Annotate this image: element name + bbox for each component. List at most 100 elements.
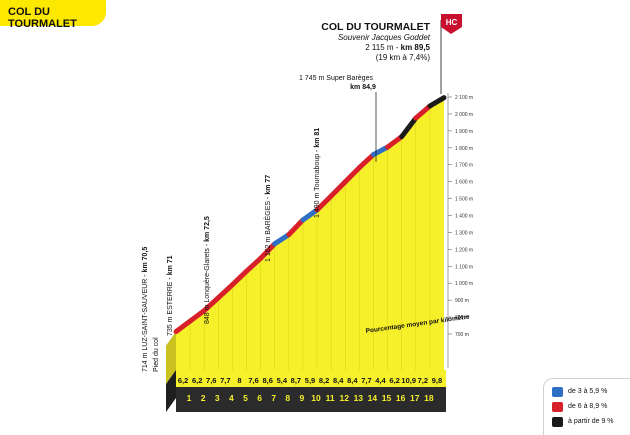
profile-segment: [314, 193, 334, 213]
gradient-value-label: 6,2: [178, 376, 188, 385]
elevation-tick-label: 1 600 m: [455, 180, 473, 186]
km-tick-label: 3: [215, 393, 220, 403]
km-tick-label: 16: [396, 393, 406, 403]
waypoint-luz-part: LUZ-SAINT-SAUVEUR -: [142, 272, 149, 350]
gradient-value-label: 8,4: [333, 376, 344, 385]
profile-segment: [413, 103, 433, 121]
elevation-tick-label: 1 100 m: [455, 264, 473, 270]
profile-segment: [229, 268, 250, 288]
km-tick-label: 11: [326, 393, 335, 403]
km-tick-label: 6: [257, 393, 262, 403]
summit-altitude-line: 2 115 m - km 89,5: [365, 43, 430, 52]
elevation-tick-label: 1 300 m: [455, 230, 473, 236]
legend-label: à partir de 9 %: [568, 418, 614, 425]
band-side: [166, 370, 176, 412]
gradient-value-label: 6,2: [389, 376, 399, 385]
km-tick-label: 9: [300, 393, 305, 403]
profile-segment: [300, 207, 320, 223]
gradient-value-label: 7,6: [206, 376, 216, 385]
gradient-value-label: 4,4: [375, 376, 386, 385]
km-tick-label: 2: [201, 393, 206, 403]
gradient-value-label: 7,7: [361, 376, 371, 385]
waypoint-esterre-part: ESTERRE -: [167, 275, 174, 314]
waypoint-tournaboup-part: 1 490 m: [314, 191, 321, 218]
profile-segment: [356, 152, 376, 171]
km-tick-label: 15: [382, 393, 392, 403]
gradient-value-label: 8,2: [319, 376, 329, 385]
waypoint-labels: 714 m LUZ-SAINT-SAUVEUR - km 70,5 Pied du…: [142, 75, 377, 372]
waypoint-lonquere-part: km 72,5: [204, 216, 211, 242]
summit-altitude: 2 115 m -: [365, 43, 400, 52]
waypoint-esterre-part: km 71: [167, 255, 174, 275]
km-row: [176, 387, 446, 412]
waypoint-luz-part: km 70,5: [142, 247, 149, 273]
gradient-value-label: 7,6: [248, 376, 258, 385]
profile-segment: [385, 134, 405, 150]
profile-segment: [328, 179, 348, 199]
profile-side: [166, 331, 176, 384]
waypoint-lonquere: 848 m Lonquère-Glarets - km 72,5: [204, 216, 211, 324]
profile-segment: [342, 165, 362, 185]
elevation-tick-label: 1 900 m: [455, 129, 473, 135]
profile-segment: [187, 308, 207, 324]
waypoint-tournaboup: 1 490 m Tournaboup - km 81: [314, 128, 321, 218]
km-tick-label: 14: [368, 393, 378, 403]
gradient-value-label: 7,7: [220, 376, 230, 385]
legend-label: de 6 à 8,9 %: [568, 403, 608, 410]
km-tick-label: 8: [285, 393, 290, 403]
gradient-value-label: 5,4: [277, 376, 288, 385]
km-tick-label: 7: [271, 393, 276, 403]
elevation-tick-label: 2 100 m: [455, 95, 473, 101]
legend-swatch: [552, 417, 563, 427]
gradient-value-label: 7,2: [418, 376, 428, 385]
profile-segment: [272, 232, 292, 247]
profile-area: [166, 95, 447, 384]
km-tick-label: 18: [424, 393, 434, 403]
km-tick-label: 13: [354, 393, 364, 403]
elevation-tick-label: 800 m: [455, 315, 469, 321]
waypoint-tournaboup-part: Tournaboup -: [314, 148, 321, 191]
km-axis: 1 2 3 4 5 6 7 8 9 10 11 12 13 14 15 16 17 18: [187, 393, 434, 403]
waypoint-bareges-part: BARÈGES -: [263, 195, 272, 235]
elevation-tick-label: 1 000 m: [455, 281, 473, 287]
waypoint-luz: 714 m LUZ-SAINT-SAUVEUR - km 70,5: [142, 247, 149, 372]
summit-km: km 89,5: [401, 43, 431, 52]
legend-label: de 3 à 5,9 %: [568, 388, 608, 395]
gradient-value-label: 5,9: [305, 376, 315, 385]
elevation-tick-label: 1 200 m: [455, 247, 473, 253]
page-title: COL DU TOURMALET: [8, 6, 77, 30]
elevation-axis: 700 m 800 m 900 m 1 000 m 1 100 m 1 200 m 1 30…: [455, 95, 473, 338]
profile-segment: [258, 241, 278, 261]
gradient-value-label: 8,7: [291, 376, 301, 385]
waypoint-super-bareges-km: km 84,9: [350, 84, 376, 91]
gradient-value-label: 6,2: [192, 376, 202, 385]
km-tick-label: 12: [339, 393, 349, 403]
waypoint-luz-note-part: Pied du col: [153, 337, 160, 372]
gradient-values-row: [176, 370, 446, 387]
waypoint-esterre-part: 735 m: [167, 315, 174, 336]
waypoint-bareges: 1 162 m BARÈGES - km 77: [263, 175, 272, 262]
summit-category: HC: [446, 18, 458, 27]
waypoint-lonquere-part: Lonquère-Glarets -: [204, 242, 211, 303]
summit-flag: [441, 14, 462, 34]
legend-swatch: [552, 402, 563, 412]
elevation-tick-label: 1 700 m: [455, 163, 473, 169]
gradient-value-label: 9,8: [432, 376, 442, 385]
waypoint-super-bareges-name: 1 745 m Super Barèges: [299, 75, 373, 82]
gradient-value-label: 8,6: [262, 376, 272, 385]
elevation-tick-label: 1 400 m: [455, 214, 473, 220]
km-tick-label: 17: [410, 393, 420, 403]
elevation-tick-label: 700 m: [455, 332, 469, 338]
profile-segment: [215, 282, 235, 301]
waypoint-luz-note: Pied du col: [153, 337, 160, 372]
elevation-gridlines: [447, 93, 452, 368]
title-tab: COL DU TOURMALET: [0, 0, 106, 30]
km-tick-label: 5: [243, 393, 248, 403]
profile-segment: [427, 95, 447, 109]
waypoint-bareges-part: 1 162 m: [265, 235, 272, 262]
waypoint-tournaboup-part: km 81: [314, 128, 321, 148]
summit-detail: (19 km à 7,4%): [376, 53, 431, 62]
elevation-tick-label: 1 500 m: [455, 197, 473, 203]
